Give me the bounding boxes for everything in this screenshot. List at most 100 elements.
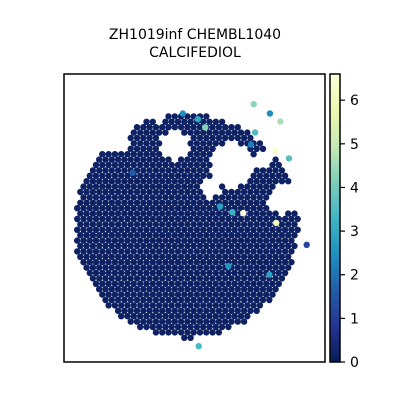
spot — [162, 302, 169, 309]
spot — [77, 199, 84, 206]
highlighted-spot — [179, 110, 186, 117]
spot — [184, 307, 191, 314]
spot — [184, 167, 191, 174]
spot — [168, 226, 175, 233]
spot — [124, 302, 131, 309]
spot — [168, 215, 175, 223]
spot — [225, 248, 232, 255]
spot — [149, 172, 156, 179]
spot — [168, 269, 175, 277]
spot — [253, 199, 260, 206]
spot — [193, 313, 201, 320]
spot — [177, 167, 185, 174]
spot — [171, 232, 178, 239]
spot — [111, 302, 119, 309]
spot — [133, 124, 141, 131]
spot — [193, 291, 201, 298]
spot — [152, 275, 160, 282]
spot — [171, 167, 178, 174]
spot — [218, 269, 226, 277]
spot — [177, 156, 185, 163]
spot — [269, 237, 276, 244]
spot — [266, 296, 273, 304]
spot — [96, 275, 103, 282]
spot — [184, 329, 191, 336]
spot — [152, 296, 160, 304]
spot — [263, 194, 270, 201]
spot — [234, 232, 241, 239]
spot — [234, 253, 241, 260]
spot — [196, 178, 204, 185]
spot — [187, 259, 194, 266]
spot — [137, 237, 144, 244]
spot — [209, 210, 216, 217]
spot — [143, 172, 150, 179]
spot — [89, 199, 97, 206]
spot — [240, 264, 248, 271]
spot — [266, 188, 273, 196]
spot — [171, 188, 178, 196]
spot — [222, 124, 229, 131]
spot — [193, 161, 201, 169]
spot — [127, 134, 134, 142]
spot — [247, 275, 254, 282]
spot — [174, 269, 182, 277]
spot — [187, 269, 194, 277]
highlighted-spot — [285, 155, 293, 162]
spot — [140, 275, 147, 282]
spot — [190, 275, 197, 282]
spot — [237, 140, 245, 147]
spot — [272, 242, 279, 250]
spot — [222, 275, 229, 282]
spot — [218, 280, 226, 287]
spot — [275, 248, 282, 255]
spot — [190, 167, 197, 174]
spot — [92, 205, 100, 212]
spot — [253, 188, 260, 196]
spot — [266, 221, 273, 228]
spot — [266, 286, 273, 293]
spot — [96, 232, 103, 239]
spot — [133, 318, 141, 325]
spot — [259, 178, 267, 185]
spot — [165, 275, 172, 282]
spot — [266, 178, 273, 185]
spot — [253, 210, 260, 217]
spot — [171, 253, 178, 260]
spot — [165, 242, 172, 250]
spot — [272, 286, 279, 293]
spot — [240, 318, 248, 325]
spot — [222, 286, 229, 293]
spot — [196, 124, 204, 131]
spot — [149, 205, 156, 212]
spot — [212, 323, 219, 331]
spot — [288, 237, 295, 244]
spot — [105, 280, 112, 287]
spot — [83, 199, 90, 206]
spot — [86, 183, 94, 190]
spot — [215, 296, 223, 304]
spot — [193, 172, 201, 179]
spot — [247, 188, 254, 196]
spot — [231, 313, 238, 320]
spot — [177, 329, 185, 336]
spot — [231, 259, 238, 266]
spot — [228, 232, 235, 239]
spot — [206, 215, 213, 223]
spot — [181, 205, 188, 212]
spot — [133, 264, 141, 271]
spot — [190, 296, 197, 304]
spot — [281, 237, 289, 244]
spot — [244, 291, 251, 298]
spot — [118, 151, 125, 158]
spot — [200, 302, 207, 309]
spot — [212, 291, 219, 298]
spot — [130, 194, 137, 201]
spot — [130, 313, 137, 320]
spot — [80, 226, 87, 233]
spot — [259, 286, 267, 293]
spot — [149, 259, 156, 266]
spot — [240, 134, 248, 142]
spot — [247, 178, 254, 185]
spot — [105, 194, 112, 201]
